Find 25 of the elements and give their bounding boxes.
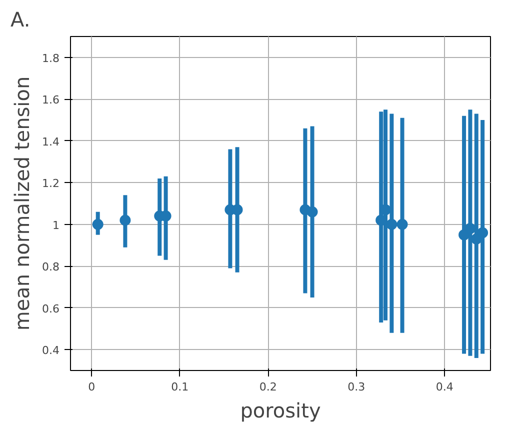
x-tick-label: 0.4: [436, 380, 454, 394]
text: A.: [10, 8, 30, 32]
point: [396, 218, 408, 230]
y-tick-label: 1.2: [42, 177, 60, 190]
y-tick-label: 0.8: [42, 260, 60, 274]
y-tick-label: 0.6: [42, 302, 60, 316]
x-axis-title: porosity: [240, 398, 321, 422]
x-tick-label: 0.1: [171, 380, 189, 394]
point: [458, 229, 470, 240]
point: [477, 227, 488, 238]
point: [92, 218, 104, 230]
point: [306, 206, 318, 218]
y-tick-label: 0.4: [42, 344, 60, 358]
y-tick-label: 1.6: [42, 94, 60, 107]
x-tick-label: 0.3: [348, 380, 366, 394]
point: [386, 218, 398, 230]
point: [120, 214, 131, 226]
point: [470, 233, 482, 244]
y-tick-label: 1.8: [42, 52, 60, 65]
y-axis-title: mean normalized tension: [10, 76, 34, 331]
x-tick-label: 0.2: [259, 380, 277, 394]
x-tick-label: 0: [88, 380, 96, 394]
y-tick-label: 1.4: [42, 135, 60, 148]
y-tick-label: 1: [52, 218, 60, 232]
point: [464, 223, 476, 234]
